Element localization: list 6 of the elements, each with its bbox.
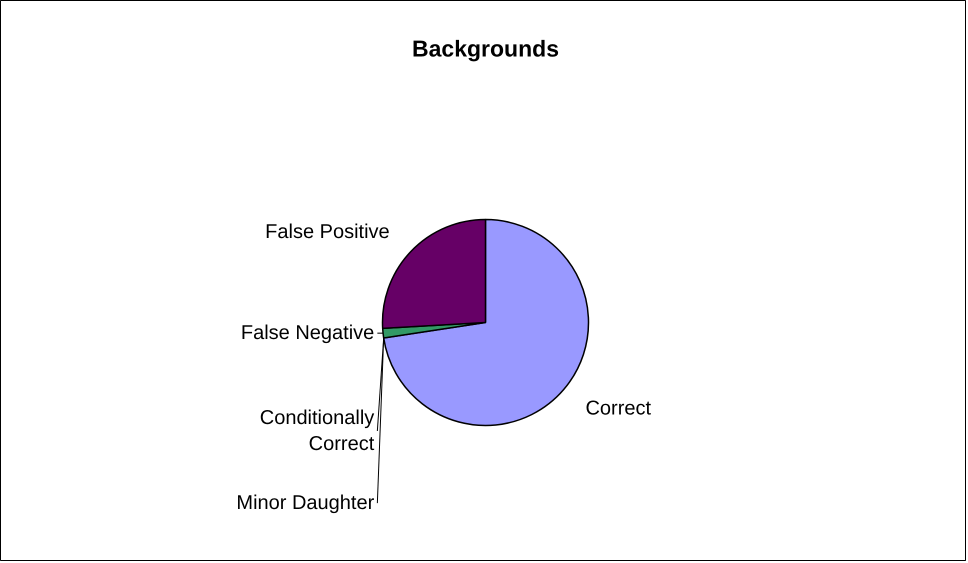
category-label: Conditionally Correct (260, 406, 374, 456)
slice-label: False Positive (265, 220, 390, 243)
chart-title: Backgrounds (412, 36, 559, 62)
slice-label: Correct (585, 397, 652, 420)
category-label: Minor Daughter (236, 492, 374, 514)
slice-label: False Negative (240, 322, 374, 344)
